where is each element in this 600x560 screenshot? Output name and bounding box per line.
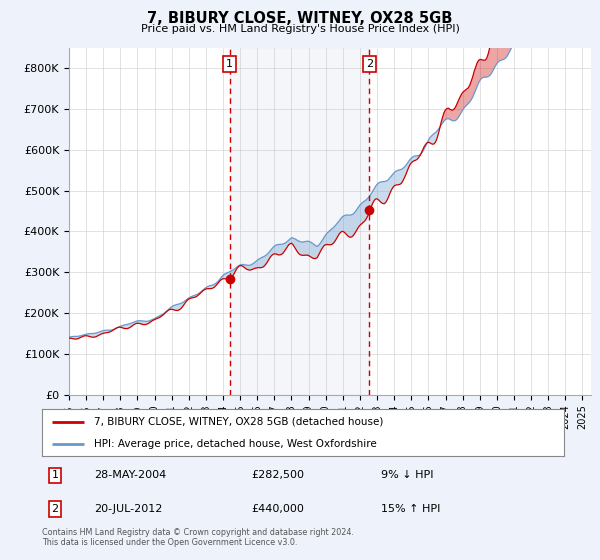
Text: 2: 2 <box>366 59 373 69</box>
Text: 15% ↑ HPI: 15% ↑ HPI <box>382 504 440 514</box>
Text: Price paid vs. HM Land Registry's House Price Index (HPI): Price paid vs. HM Land Registry's House … <box>140 24 460 34</box>
Text: 2: 2 <box>52 504 59 514</box>
Text: 1: 1 <box>226 59 233 69</box>
Text: 7, BIBURY CLOSE, WITNEY, OX28 5GB: 7, BIBURY CLOSE, WITNEY, OX28 5GB <box>148 11 452 26</box>
Text: 7, BIBURY CLOSE, WITNEY, OX28 5GB (detached house): 7, BIBURY CLOSE, WITNEY, OX28 5GB (detac… <box>94 417 383 427</box>
Text: 20-JUL-2012: 20-JUL-2012 <box>94 504 163 514</box>
Text: Contains HM Land Registry data © Crown copyright and database right 2024.
This d: Contains HM Land Registry data © Crown c… <box>42 528 354 547</box>
Text: 1: 1 <box>52 470 59 480</box>
Text: £282,500: £282,500 <box>251 470 304 480</box>
Bar <box>230 48 370 395</box>
Text: HPI: Average price, detached house, West Oxfordshire: HPI: Average price, detached house, West… <box>94 438 377 449</box>
Text: 28-MAY-2004: 28-MAY-2004 <box>94 470 166 480</box>
Text: £440,000: £440,000 <box>251 504 304 514</box>
Text: 9% ↓ HPI: 9% ↓ HPI <box>382 470 434 480</box>
